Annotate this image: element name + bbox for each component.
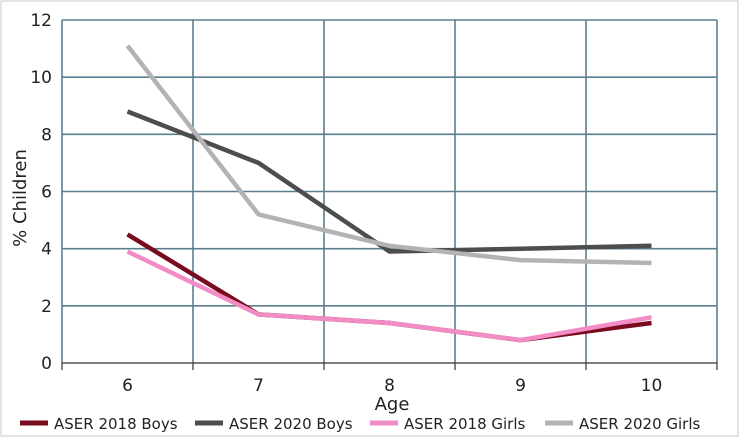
tick-labels: 0 2 4 6 8 10 12 6 7 8 9 10 bbox=[30, 11, 662, 396]
x-axis-title: Age bbox=[375, 394, 410, 415]
series-line-aser-2018-girls bbox=[126, 249, 652, 343]
legend-label: ASER 2020 Girls bbox=[579, 415, 701, 433]
series-lines bbox=[125, 44, 652, 343]
y-tick-label: 8 bbox=[41, 125, 52, 145]
y-tick-label: 6 bbox=[41, 183, 52, 203]
y-tick-label: 2 bbox=[41, 297, 52, 317]
series-line-aser-2020-boys bbox=[126, 109, 652, 254]
y-tick-label: 0 bbox=[41, 354, 52, 374]
x-tick-label: 6 bbox=[122, 376, 133, 396]
y-tick-label: 10 bbox=[30, 68, 52, 88]
gridlines bbox=[61, 19, 718, 363]
legend-label: ASER 2020 Boys bbox=[229, 415, 353, 433]
series-line-aser-2020-girls bbox=[125, 44, 652, 266]
legend-label: ASER 2018 Girls bbox=[404, 415, 526, 433]
y-tick-label: 12 bbox=[30, 11, 52, 31]
axes bbox=[61, 362, 718, 370]
legend: ASER 2018 Boys ASER 2020 Boys ASER 2018 Gi… bbox=[20, 415, 701, 433]
legend-label: ASER 2018 Boys bbox=[54, 415, 178, 433]
x-tick-label: 10 bbox=[641, 376, 663, 396]
y-tick-label: 4 bbox=[41, 240, 52, 260]
y-axis-title: % Children bbox=[10, 149, 31, 247]
x-tick-label: 8 bbox=[384, 376, 395, 396]
x-tick-label: 7 bbox=[253, 376, 264, 396]
x-tick-label: 9 bbox=[515, 376, 526, 396]
